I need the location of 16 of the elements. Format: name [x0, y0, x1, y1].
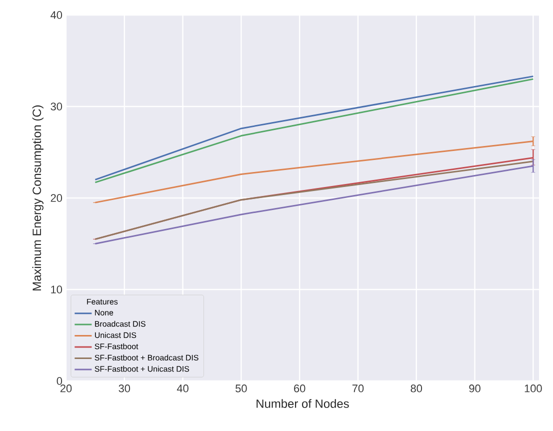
x-tick-label: 40: [176, 384, 188, 392]
x-tick-label: 30: [118, 384, 130, 392]
y-tick-label: 0: [56, 377, 62, 385]
y-tick-label: 10: [51, 286, 62, 294]
x-axis-title: Number of Nodes: [256, 399, 349, 408]
y-tick-label: 30: [50, 102, 62, 110]
y-axis-title: Maximum Energy Consumption (C): [32, 105, 44, 290]
x-tick-label: 80: [410, 384, 422, 392]
y-tick-label: 20: [50, 194, 62, 202]
x-tick-label: 20: [60, 384, 72, 392]
x-tick-label: 90: [469, 384, 480, 392]
x-tick-label: 70: [352, 384, 364, 392]
x-tick-label: 100: [524, 384, 542, 392]
x-tick-label: 50: [236, 384, 247, 392]
x-tick-label: 60: [294, 384, 306, 392]
y-tick-label: 40: [50, 11, 62, 19]
